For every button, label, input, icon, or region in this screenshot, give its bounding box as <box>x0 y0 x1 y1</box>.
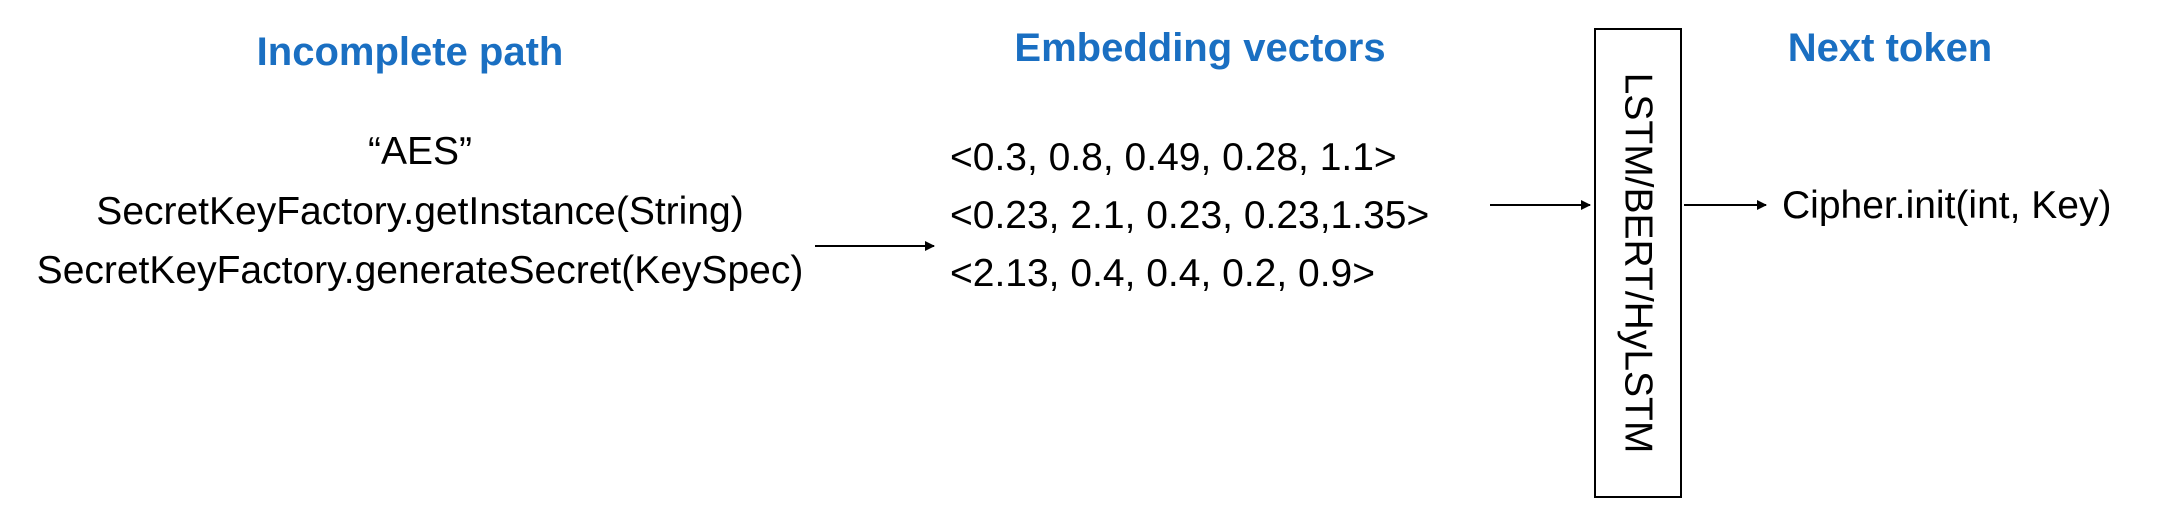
model-box: LSTM/BERT/HyLSTM <box>1594 28 1682 498</box>
heading-incomplete-path: Incomplete path <box>256 30 564 74</box>
path-token-2: SecretKeyFactory.getInstance(String) <box>96 190 744 233</box>
embedding-vector-3: <2.13, 0.4, 0.4, 0.2, 0.9> <box>950 252 1376 295</box>
heading-next-token: Next token <box>1787 26 1993 70</box>
path-token-1: “AES” <box>367 130 473 173</box>
next-token-output: Cipher.init(int, Key) <box>1782 184 2112 227</box>
heading-embedding-vectors: Embedding vectors <box>1014 26 1386 70</box>
embedding-vector-2: <0.23, 2.1, 0.23, 0.23,1.35> <box>950 194 1430 237</box>
embedding-vector-1: <0.3, 0.8, 0.49, 0.28, 1.1> <box>950 136 1397 179</box>
path-token-3: SecretKeyFactory.generateSecret(KeySpec) <box>36 249 804 292</box>
